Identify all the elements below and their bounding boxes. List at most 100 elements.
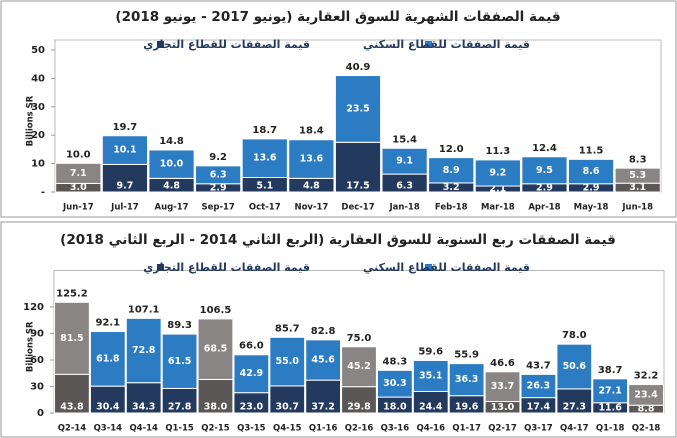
y-tick-label: 120	[23, 302, 44, 313]
legend-label: قيمة الصفقات للقطاع التجاري	[143, 261, 310, 274]
y-tick-label: 10	[31, 159, 45, 170]
segment-label: 6.3	[396, 181, 413, 192]
bar-segment	[195, 165, 242, 185]
segment-label: 19.6	[455, 402, 479, 413]
y-tick-label: 0	[37, 408, 44, 419]
bar-segment	[54, 301, 90, 375]
segment-label: 68.5	[204, 344, 227, 355]
x-tick-label: Oct-17	[249, 203, 281, 213]
bar-segment	[474, 159, 521, 187]
bar-segment	[241, 138, 288, 179]
segment-label: 13.0	[491, 402, 515, 413]
total-label: 8.3	[629, 154, 647, 165]
bar-segment	[305, 339, 342, 381]
bar-segment	[233, 354, 270, 394]
total-label: 85.7	[275, 323, 300, 334]
segment-label: 26.3	[527, 381, 550, 392]
segment-label: 11.6	[598, 402, 622, 413]
bar-segment	[125, 382, 162, 414]
total-label: 18.7	[252, 125, 277, 136]
x-tick-label: Q4-16	[417, 424, 446, 434]
bar-segment	[448, 363, 485, 397]
total-label: 10.0	[66, 150, 91, 161]
y-tick-label: 30	[30, 382, 44, 393]
total-label: 78.0	[562, 330, 587, 341]
segment-label: 81.5	[60, 333, 83, 344]
x-tick-label: Q3-16	[381, 424, 410, 434]
segment-label: 10.1	[113, 145, 136, 156]
x-tick-label: Q2-16	[345, 424, 374, 434]
chart-title: قيمة الصفقات ربع السنوية للسوق العقارية …	[60, 232, 616, 248]
x-tick-label: Q1-16	[309, 424, 338, 434]
x-tick-label: Mar-18	[481, 203, 515, 213]
segment-label: 18.0	[383, 402, 407, 413]
segment-label: 27.8	[168, 402, 192, 413]
bar-segment	[101, 163, 149, 193]
total-label: 19.7	[113, 122, 138, 133]
bar-segment	[125, 317, 162, 384]
total-label: 46.6	[490, 358, 515, 369]
x-tick-label: Q4-15	[273, 424, 302, 434]
segment-label: 17.5	[346, 181, 369, 192]
total-label: 59.6	[418, 346, 443, 357]
segment-label: 55.0	[276, 356, 300, 367]
total-label: 82.8	[311, 326, 336, 337]
x-tick-label: Q3-14	[94, 424, 123, 434]
y-axis-title: Billions SR	[26, 95, 36, 146]
segment-label: 35.1	[419, 370, 442, 381]
x-tick-label: Jun-18	[621, 203, 653, 213]
segment-label: 45.2	[347, 361, 370, 372]
bar-segment	[592, 378, 629, 404]
x-tick-label: Q2-18	[632, 424, 661, 434]
x-tick-label: Feb-18	[435, 203, 468, 213]
total-label: 107.1	[128, 304, 160, 315]
legend-swatch	[425, 264, 432, 271]
legend-label: قيمة الصفقات للقطاع التجاري	[143, 38, 310, 51]
total-label: 12.4	[532, 143, 557, 154]
total-label: 89.3	[167, 320, 192, 331]
segment-label: 27.1	[598, 385, 621, 396]
segment-label: 7.1	[70, 168, 87, 179]
segment-label: 10.0	[160, 159, 184, 170]
bar-segment	[520, 373, 557, 399]
segment-label: 3.0	[70, 182, 87, 193]
x-tick-label: Q2-15	[201, 424, 230, 434]
bar-segment	[412, 359, 449, 392]
legend-label: قيمة الصفقات للقطاع السكني	[363, 38, 530, 51]
y-tick-label: -	[41, 187, 45, 198]
segment-label: 61.8	[96, 353, 120, 364]
segment-label: 24.4	[419, 402, 443, 413]
bar-segment	[521, 156, 568, 185]
segment-label: 37.2	[311, 402, 334, 413]
segment-label: 9.2	[489, 167, 506, 178]
total-label: 66.0	[239, 341, 264, 352]
legend-label: قيمة الصفقات للقطاع السكني	[363, 261, 530, 274]
chart-title: قيمة الصفقات الشهرية للسوق العقارية (يون…	[115, 9, 560, 25]
x-tick-label: Jun-17	[62, 203, 94, 213]
y-tick-label: 90	[30, 329, 44, 340]
segment-label: 5.1	[256, 181, 273, 192]
segment-label: 4.8	[163, 181, 180, 192]
segment-label: 23.4	[634, 389, 658, 400]
segment-label: 38.0	[204, 402, 228, 413]
segment-label: 9.5	[536, 165, 553, 176]
bar-segment	[55, 162, 102, 184]
total-label: 14.8	[159, 136, 184, 147]
segment-label: 29.8	[347, 402, 371, 413]
x-tick-label: Q1-17	[452, 424, 481, 434]
segment-label: 45.6	[311, 355, 335, 366]
bar-segment	[614, 167, 661, 184]
x-tick-label: Nov-17	[294, 203, 328, 213]
segment-label: 3.1	[629, 182, 646, 193]
x-tick-label: Jul-17	[110, 203, 139, 213]
segment-label: 23.5	[346, 103, 369, 114]
segment-label: 5.3	[629, 170, 646, 181]
bar-segment	[341, 386, 377, 414]
segment-label: 8.9	[443, 165, 460, 176]
segment-label: 2.9	[536, 182, 553, 193]
x-tick-label: Q3-17	[524, 424, 553, 434]
segment-label: 9.7	[117, 181, 134, 192]
bar-segment	[288, 139, 335, 179]
segment-label: 8.8	[638, 404, 655, 415]
bar-segment	[334, 75, 382, 143]
